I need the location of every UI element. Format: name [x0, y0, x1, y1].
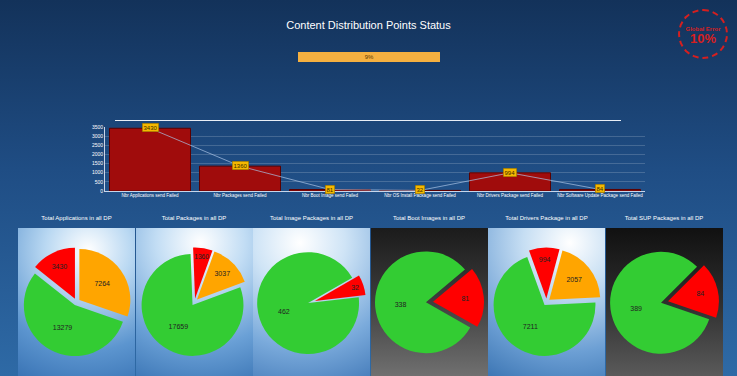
svg-text:3037: 3037	[214, 270, 230, 277]
svg-text:7264: 7264	[94, 280, 110, 287]
html-text:Total Packages in all DP: Total Packages in all DP	[161, 215, 227, 221]
svg-text:1360: 1360	[234, 163, 248, 169]
svg-text:0: 0	[100, 188, 103, 194]
svg-text:1000: 1000	[92, 169, 103, 175]
svg-text:3000: 3000	[92, 133, 103, 139]
svg-text:389: 389	[630, 305, 642, 312]
svg-text:2000: 2000	[92, 151, 103, 157]
svg-text:Nbr Packages send Failed: Nbr Packages send Failed	[214, 193, 267, 198]
html-text:Content Distribution Points St: Content Distribution Points Status	[286, 19, 451, 31]
html-text:Total Drivers Package in all D: Total Drivers Package in all DP	[505, 215, 588, 221]
svg-text:81: 81	[327, 187, 334, 193]
svg-text:3430: 3430	[52, 263, 68, 270]
svg-text:Nbr Applications send Failed: Nbr Applications send Failed	[121, 193, 179, 198]
html-text:Total SUP Packages in all DP: Total SUP Packages in all DP	[624, 215, 704, 221]
html-text:Total Image Packages in all DP: Total Image Packages in all DP	[270, 215, 353, 221]
svg-text:338: 338	[394, 301, 406, 308]
svg-text:81: 81	[461, 295, 469, 302]
svg-text:32: 32	[417, 187, 424, 193]
svg-text:1360: 1360	[194, 253, 209, 260]
html-text:10%: 10%	[690, 31, 716, 46]
svg-text:84: 84	[597, 186, 604, 192]
svg-text:17659: 17659	[168, 323, 188, 330]
svg-text:Nbr Boot Image send Failed: Nbr Boot Image send Failed	[302, 193, 359, 198]
svg-text:Nbr Drivers Package send Faile: Nbr Drivers Package send Failed	[477, 193, 544, 198]
svg-text:3430: 3430	[144, 125, 158, 131]
html-text:Total Boot Images in all DP: Total Boot Images in all DP	[393, 215, 465, 221]
svg-text:Nbr OS Install Package send Fa: Nbr OS Install Package send Failed	[384, 193, 456, 198]
html-text:Global Error: Global Error	[685, 26, 721, 32]
svg-text:84: 84	[696, 290, 704, 297]
svg-text:2500: 2500	[92, 142, 103, 148]
svg-text:500: 500	[95, 179, 104, 185]
svg-text:13279: 13279	[53, 324, 73, 331]
svg-text:32: 32	[351, 284, 359, 291]
html-text:9%: 9%	[364, 54, 374, 60]
svg-text:1500: 1500	[92, 160, 103, 166]
html-text:Total Applications in all DP: Total Applications in all DP	[41, 215, 112, 221]
svg-text:994: 994	[505, 170, 516, 176]
svg-text:Nbr Software Update Package se: Nbr Software Update Package send Failed	[557, 193, 643, 198]
svg-text:2057: 2057	[566, 276, 582, 283]
svg-text:462: 462	[278, 308, 290, 315]
svg-text:994: 994	[539, 256, 551, 263]
svg-text:3500: 3500	[92, 124, 103, 130]
svg-text:7211: 7211	[523, 323, 538, 330]
